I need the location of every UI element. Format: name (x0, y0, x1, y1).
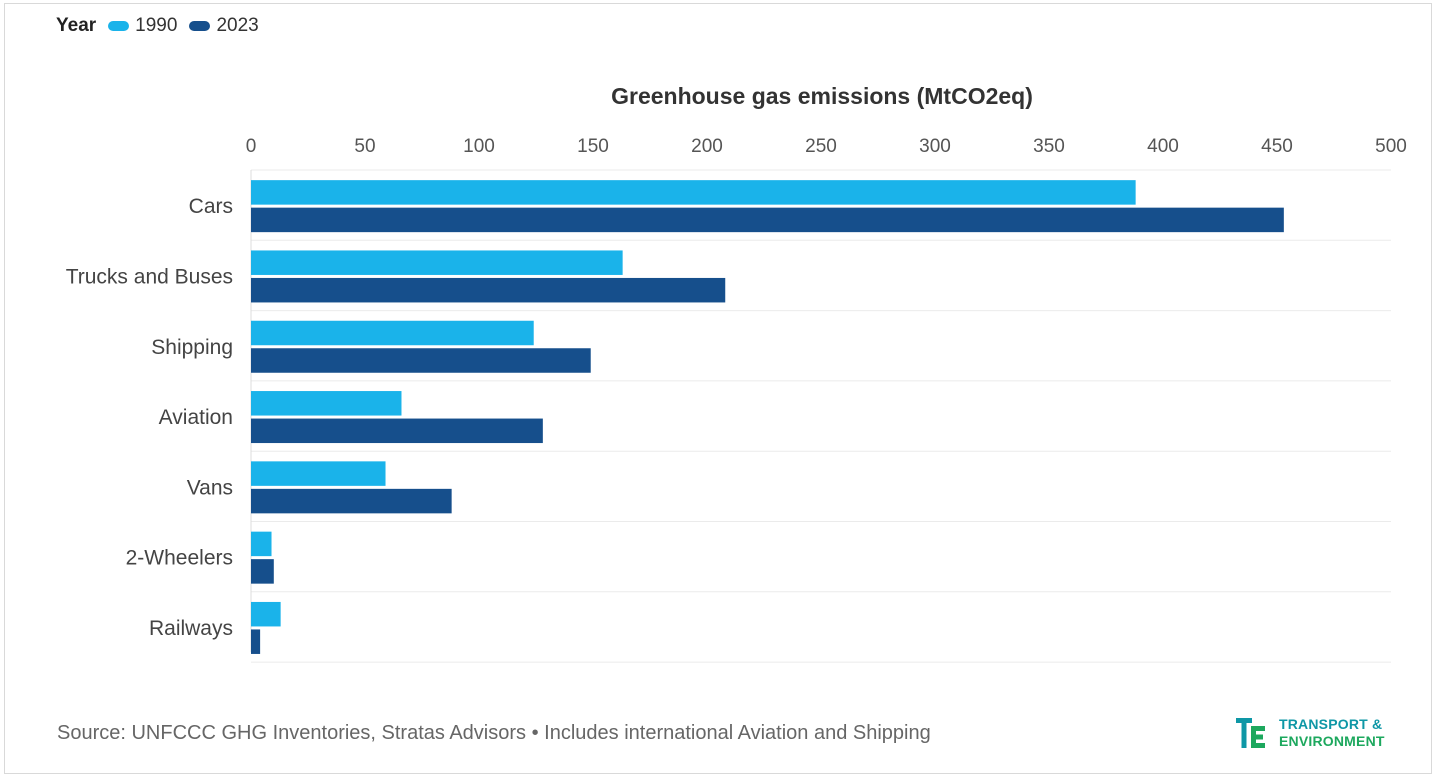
x-tick-label: 0 (246, 136, 257, 157)
chart-frame (4, 3, 1432, 774)
x-tick-label: 400 (1147, 136, 1179, 157)
bar-2023-cars[interactable] (251, 207, 1284, 233)
legend-swatch-1990 (108, 21, 130, 31)
bar-1990-shipping[interactable] (251, 320, 534, 346)
legend-label-1990: 1990 (135, 15, 178, 36)
x-tick-label: 350 (1033, 136, 1065, 157)
category-label: Cars (189, 195, 233, 218)
category-label: Shipping (151, 336, 233, 359)
bar-chart: Greenhouse gas emissions (MtCO2eq) 0 50 10… (66, 83, 1407, 663)
bar-1990-railways[interactable] (251, 601, 281, 627)
x-tick-label: 250 (805, 136, 837, 157)
category-label: Vans (187, 476, 233, 499)
bar-2023-railways[interactable] (251, 629, 261, 654)
y-axis-categories: Cars Trucks and Buses Shipping Aviation Vans… (66, 195, 233, 640)
legend-title: Year (56, 15, 97, 36)
legend-label-2023: 2023 (216, 15, 259, 36)
logo-line-1: TRANSPORT & (1279, 716, 1383, 732)
legend-item-2023[interactable]: 2023 (189, 15, 259, 37)
x-tick-label: 450 (1261, 136, 1293, 157)
x-axis-ticks: 0 50 100 150 200 250 300 350 400 450 500 (246, 136, 1407, 157)
bar-1990-2-wheelers[interactable] (251, 531, 272, 557)
legend-item-1990[interactable]: 1990 (108, 15, 177, 37)
bar-2023-shipping[interactable] (251, 348, 591, 373)
logo-line-2: ENVIRONMENT (1279, 733, 1385, 749)
x-tick-label: 100 (463, 136, 495, 157)
bars (251, 180, 1284, 654)
x-tick-label: 150 (577, 136, 609, 157)
te-logo-icon (1236, 718, 1265, 748)
bar-1990-trucks-and-buses[interactable] (251, 250, 623, 275)
bar-2023-aviation[interactable] (251, 418, 543, 444)
x-tick-label: 50 (354, 136, 375, 157)
bar-1990-aviation[interactable] (251, 391, 402, 416)
category-label: Railways (149, 617, 233, 640)
bar-1990-vans[interactable] (251, 461, 386, 486)
legend: Year 1990 2023 (56, 13, 271, 39)
x-tick-label: 200 (691, 136, 723, 157)
bar-1990-cars[interactable] (251, 180, 1136, 205)
brand-logo: TRANSPORT & ENVIRONMENT (1236, 716, 1406, 752)
category-label: 2-Wheelers (126, 547, 233, 570)
bar-2023-trucks-and-buses[interactable] (251, 277, 726, 303)
bar-2023-vans[interactable] (251, 488, 452, 514)
chart-title: Greenhouse gas emissions (MtCO2eq) (611, 83, 1033, 109)
legend-swatch-2023 (189, 21, 211, 31)
source-note: Source: UNFCCC GHG Inventories, Stratas … (57, 722, 931, 744)
gridlines (250, 169, 1391, 663)
category-label: Trucks and Buses (66, 265, 233, 288)
x-tick-label: 500 (1375, 136, 1407, 157)
x-tick-label: 300 (919, 136, 951, 157)
category-label: Aviation (159, 406, 233, 429)
bar-2023-2-wheelers[interactable] (251, 559, 274, 584)
